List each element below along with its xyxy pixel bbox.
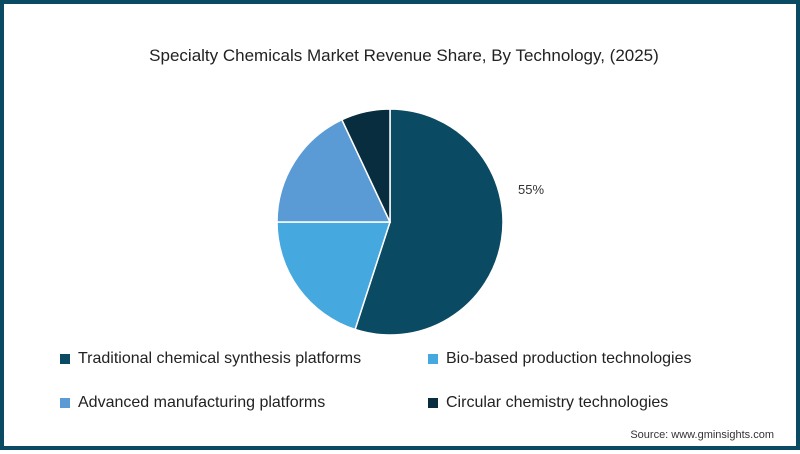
legend-item-advanced: Advanced manufacturing platforms [60,394,325,412]
legend-swatch [60,398,70,408]
legend-label: Traditional chemical synthesis platforms [78,350,362,367]
chart-title: Specialty Chemicals Market Revenue Share… [149,46,659,65]
legend-item-bio-based: Bio-based production technologies [428,350,692,368]
pie-slice [276,221,392,331]
pie-chart [276,108,504,336]
pie-slice [354,108,504,336]
legend-swatch [428,354,438,364]
legend-item-circular: Circular chemistry technologies [428,394,668,412]
legend-item-traditional: Traditional chemical synthesis platforms [60,350,361,368]
slice-label-traditional: 55% [518,182,545,197]
pie-slice [276,118,392,223]
legend-swatch [428,398,438,408]
source-note: Source: www.gminsights.com [630,429,774,441]
legend-label: Circular chemistry technologies [446,394,669,411]
legend-label: Bio-based production technologies [446,350,692,367]
legend-label: Advanced manufacturing platforms [78,394,326,411]
legend-swatch [60,354,70,364]
pie-slice [340,108,391,223]
